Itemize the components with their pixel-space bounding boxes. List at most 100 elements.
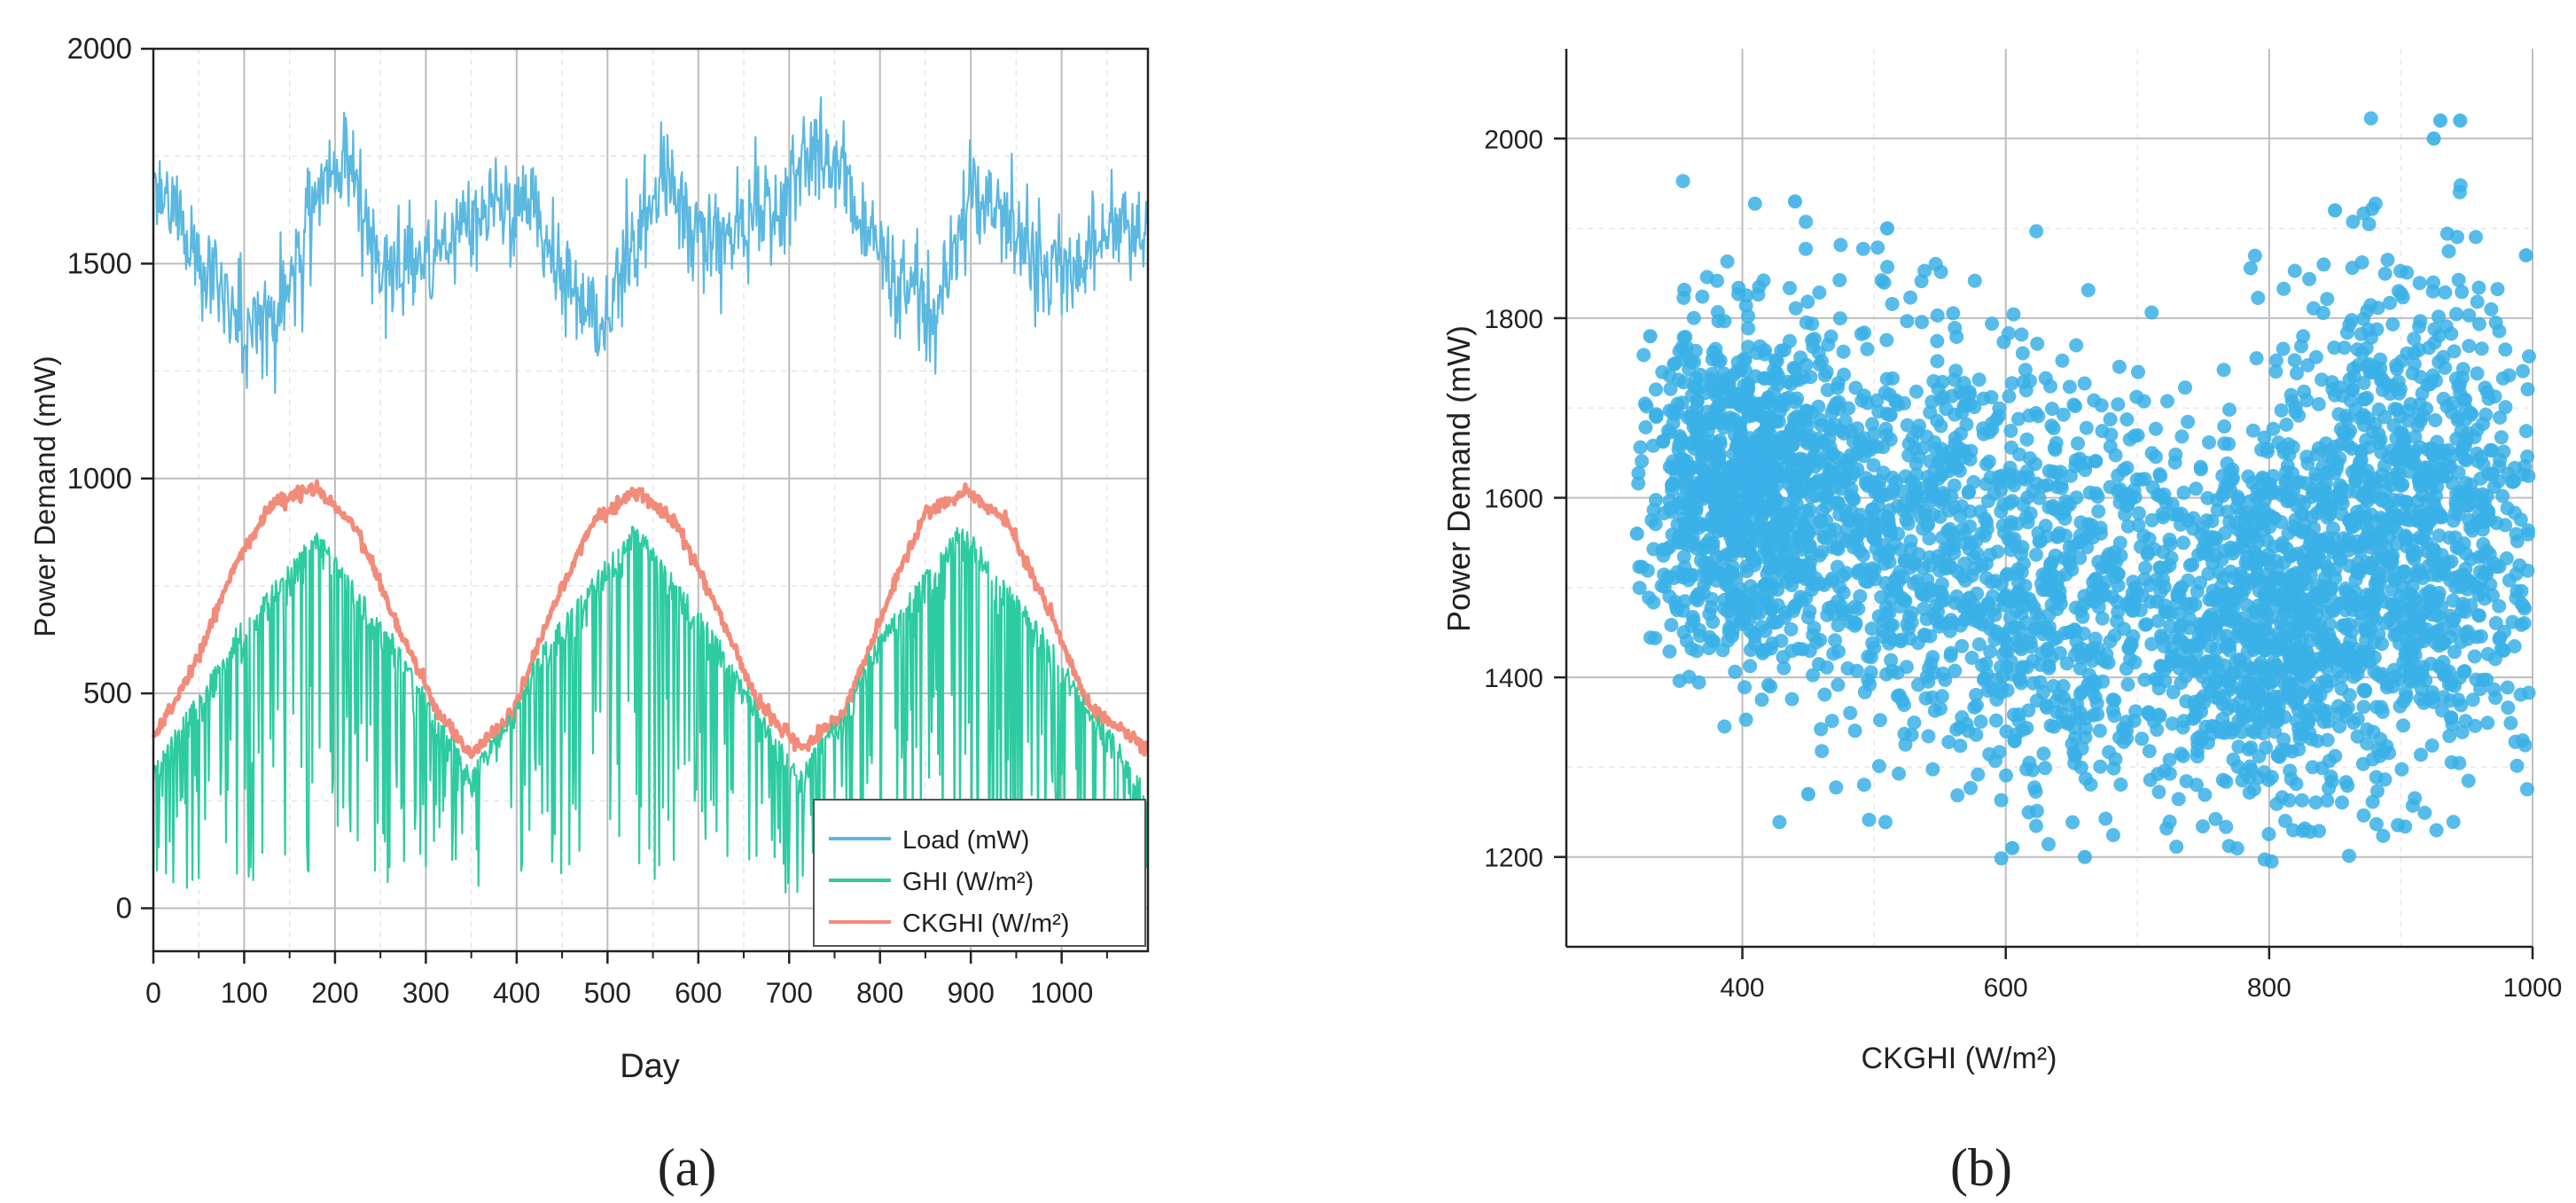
scatter-point — [1743, 659, 1758, 674]
scatter-point — [2485, 443, 2500, 458]
scatter-point — [2290, 601, 2305, 616]
scatter-point — [1946, 306, 1961, 321]
scatter-point — [2283, 771, 2299, 786]
scatter-point — [2328, 562, 2343, 577]
scatter-point — [1799, 315, 1814, 330]
scatter-point — [2376, 828, 2391, 843]
scatter-point — [1933, 418, 1948, 434]
scatter-point — [1679, 633, 1694, 648]
scatter-point — [2033, 534, 2048, 549]
scatter-point — [2343, 633, 2358, 648]
scatter-point — [1967, 273, 1982, 288]
scatter-point — [2419, 535, 2434, 551]
scatter-point — [2461, 773, 2476, 788]
scatter-point — [2055, 353, 2070, 368]
scatter-point — [1948, 663, 1963, 678]
scatter-point — [2012, 673, 2027, 688]
scatter-point — [2272, 749, 2287, 764]
scatter-point — [2469, 672, 2484, 687]
scatter-point — [1711, 524, 1726, 538]
scatter-point — [1823, 329, 1838, 344]
scatter-point — [2276, 281, 2291, 296]
scatter-point-outlier — [1788, 194, 1802, 209]
scatter-point — [2210, 503, 2225, 518]
panel-b-x-tick-label: 800 — [2247, 973, 2291, 1003]
scatter-point — [2360, 736, 2375, 751]
scatter-point — [1879, 371, 1894, 387]
scatter-point — [2232, 652, 2247, 667]
scatter-point — [1631, 465, 1646, 480]
scatter-point — [2029, 803, 2044, 818]
scatter-point — [1664, 618, 1679, 632]
scatter-point — [2222, 402, 2236, 418]
scatter-point — [2451, 465, 2466, 480]
scatter-point — [2342, 372, 2357, 387]
scatter-point — [1737, 351, 1752, 366]
scatter-point — [2150, 723, 2165, 738]
scatter-point — [1825, 540, 1840, 555]
scatter-point — [1754, 692, 1769, 707]
scatter-point — [1981, 454, 1996, 469]
scatter-point — [1856, 561, 1871, 576]
scatter-point — [1802, 604, 1817, 619]
scatter-point — [2355, 596, 2370, 610]
scatter-point — [2320, 292, 2335, 307]
scatter-point — [2520, 449, 2535, 464]
scatter-point — [1863, 665, 1878, 680]
scatter-point — [1682, 496, 1698, 511]
scatter-point — [2196, 819, 2210, 834]
scatter-point — [2340, 483, 2355, 498]
scatter-point — [1948, 407, 1963, 422]
scatter-point — [2422, 628, 2437, 643]
scatter-point — [2027, 780, 2042, 795]
panel-a-frame — [152, 47, 1150, 953]
scatter-point — [2374, 525, 2389, 540]
scatter-point — [2399, 532, 2414, 547]
scatter-point — [1924, 481, 1940, 496]
scatter-point — [2354, 255, 2369, 270]
scatter-point — [1738, 298, 1753, 313]
scatter-point — [2162, 532, 2177, 547]
scatter-point — [2229, 541, 2244, 556]
scatter-point — [2293, 686, 2308, 701]
scatter-point — [2142, 744, 2157, 759]
scatter-point — [2519, 782, 2534, 797]
scatter-point — [1633, 440, 1648, 455]
panel-b-y-tick-label: 1600 — [1484, 485, 1543, 514]
scatter-point — [1635, 559, 1650, 574]
scatter-point — [2320, 732, 2335, 747]
scatter-point — [2383, 295, 2397, 310]
scatter-point — [2458, 626, 2473, 641]
scatter-point — [2157, 763, 2172, 778]
scatter-point — [1723, 413, 1738, 428]
scatter-point — [1866, 530, 1881, 545]
scatter-point — [2396, 619, 2411, 634]
scatter-point — [1871, 759, 1886, 774]
scatter-point — [1741, 321, 1756, 336]
series-load-line — [152, 96, 1149, 394]
scatter-point — [2165, 641, 2180, 656]
scatter-point — [1643, 630, 1658, 645]
scatter-point — [2193, 462, 2208, 477]
scatter-point — [2480, 646, 2495, 661]
scatter-point — [2295, 525, 2310, 540]
scatter-point — [1853, 589, 1868, 604]
scatter-point — [1708, 388, 1723, 402]
scatter-point — [2364, 473, 2379, 488]
scatter-point — [2299, 393, 2314, 408]
scatter-point — [1999, 768, 2013, 783]
scatter-point — [2222, 637, 2237, 652]
scatter-point — [1930, 308, 1945, 323]
scatter-point — [2476, 549, 2491, 564]
scatter-point — [2367, 650, 2382, 665]
scatter-point — [1762, 551, 1777, 566]
scatter-point — [1938, 672, 1953, 687]
scatter-point — [1788, 394, 1803, 410]
scatter-point — [2119, 597, 2135, 612]
scatter-point — [1812, 285, 1827, 300]
scatter-point — [2186, 711, 2201, 726]
scatter-point — [2247, 248, 2262, 263]
scatter-point — [2018, 363, 2033, 378]
scatter-point — [2441, 442, 2456, 457]
scatter-point — [2446, 815, 2461, 830]
